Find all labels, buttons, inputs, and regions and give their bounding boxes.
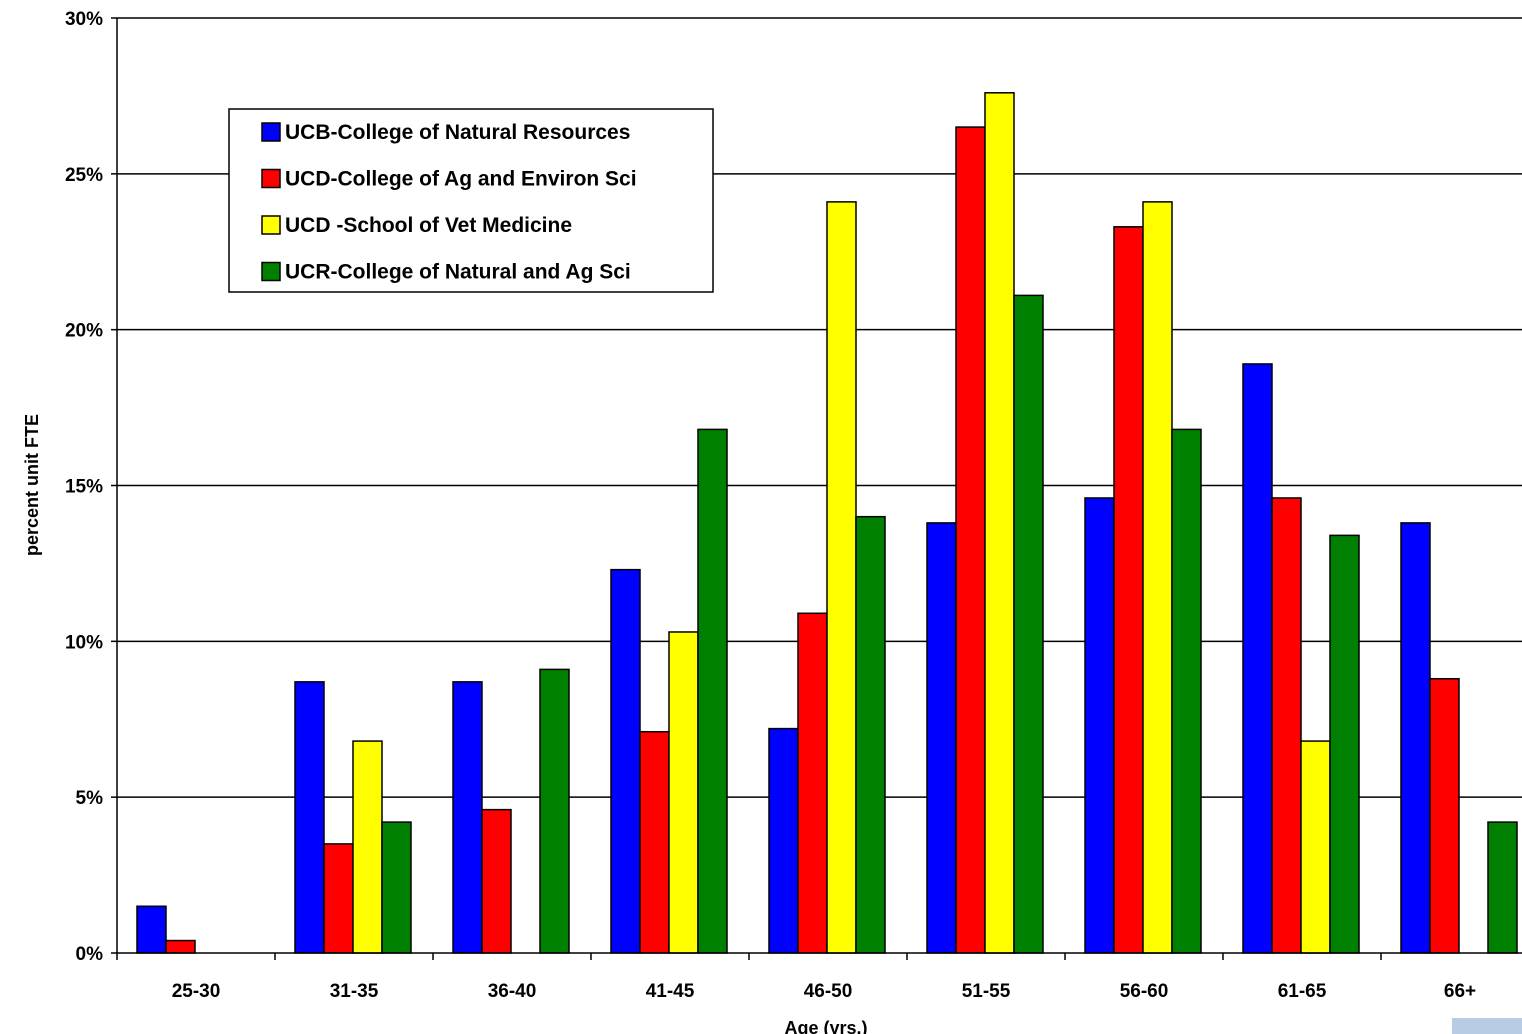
bar	[294, 681, 325, 954]
y-tick-label: 10%	[65, 632, 103, 653]
legend-label: UCB-College of Natural Resources	[285, 121, 630, 144]
y-tick-label: 25%	[65, 165, 103, 186]
bar	[1271, 497, 1302, 954]
bar	[1329, 534, 1360, 954]
bar	[352, 740, 383, 954]
x-tick-label: 61-65	[1278, 981, 1327, 1002]
legend-swatch	[261, 261, 281, 282]
bar	[826, 201, 857, 954]
bar	[381, 821, 412, 954]
bar	[668, 631, 699, 954]
x-tick-label: 31-35	[330, 981, 379, 1002]
bar	[1084, 497, 1115, 954]
bar	[610, 568, 641, 954]
x-tick-label: 66+	[1444, 981, 1476, 1002]
bar	[1171, 428, 1202, 954]
axes	[111, 17, 1522, 960]
bar	[768, 727, 799, 954]
x-tick-label: 25-30	[172, 981, 221, 1002]
bar	[797, 612, 828, 954]
bar	[323, 843, 354, 954]
bar	[165, 939, 196, 954]
y-tick-label: 15%	[65, 477, 103, 498]
x-tick-label: 56-60	[1120, 981, 1169, 1002]
x-tick-labels: 25-30 31-35 36-40 41-45 46-50 51-55 56-60 61-65…	[172, 981, 1476, 1002]
bar	[136, 905, 167, 954]
y-tick-label: 0%	[76, 944, 104, 965]
legend-swatch	[261, 168, 281, 189]
legend-label: UCD-College of Ag and Environ Sci	[285, 168, 637, 191]
legend-label: UCD -School of Vet Medicine	[285, 214, 572, 237]
bar	[452, 681, 483, 954]
bar	[955, 126, 986, 954]
x-tick-label: 41-45	[646, 981, 695, 1002]
bar	[539, 668, 570, 954]
bar	[481, 808, 512, 954]
bar	[697, 428, 728, 954]
y-tick-labels: 0% 5% 10% 15% 20% 25% 30%	[65, 9, 103, 965]
bars	[136, 92, 1518, 954]
bar	[1142, 201, 1173, 954]
bar	[1013, 294, 1044, 954]
bar	[1487, 821, 1518, 954]
bar	[1400, 522, 1431, 954]
y-axis-title: percent unit FTE	[22, 414, 42, 556]
x-axis-title: Age (yrs.)	[784, 1018, 867, 1034]
bar	[639, 730, 670, 954]
legend-label: UCR-College of Natural and Ag Sci	[285, 261, 631, 284]
bar	[926, 522, 957, 954]
bar	[1429, 677, 1460, 954]
bar	[984, 92, 1015, 954]
legend-swatch	[261, 122, 281, 142]
x-tick-label: 46-50	[804, 981, 853, 1002]
x-tick-label: 36-40	[488, 981, 537, 1002]
bar	[1113, 226, 1144, 954]
bar	[1300, 740, 1331, 954]
y-tick-label: 30%	[65, 9, 103, 30]
corner-decoration	[1452, 1018, 1522, 1034]
x-tick-label: 51-55	[962, 981, 1011, 1002]
bar	[1242, 363, 1273, 954]
legend-box	[228, 108, 714, 293]
legend: UCB-College of Natural Resources UCD-Coll…	[228, 108, 714, 293]
bar	[855, 515, 886, 954]
legend-swatch	[261, 215, 281, 235]
y-tick-label: 20%	[65, 321, 103, 342]
y-tick-label: 5%	[76, 788, 104, 809]
